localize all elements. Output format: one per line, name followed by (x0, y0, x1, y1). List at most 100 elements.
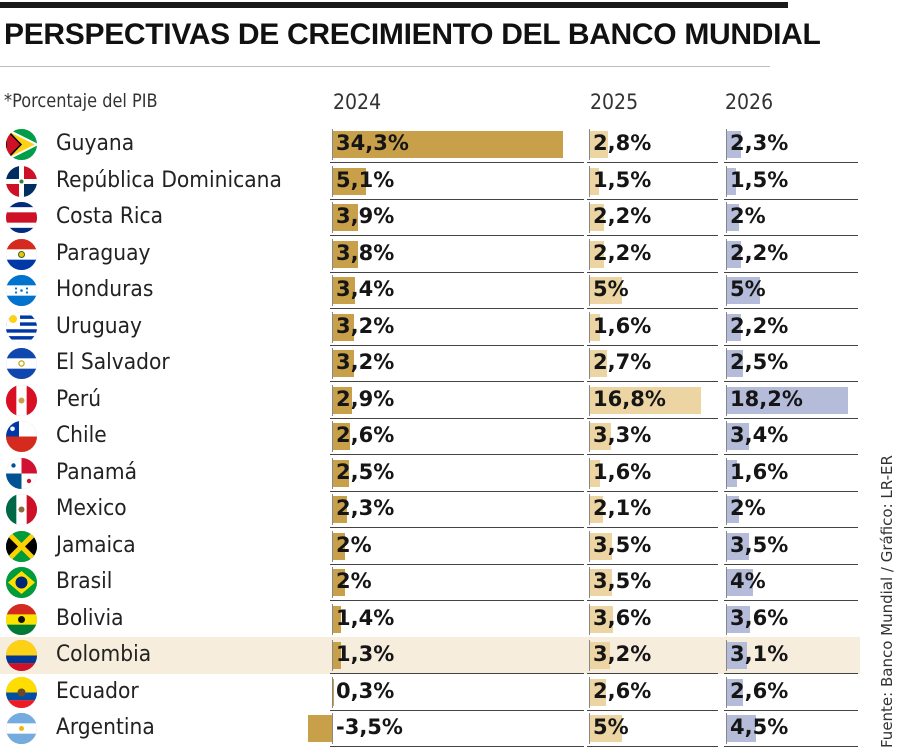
el-salvador-flag-icon (6, 348, 37, 379)
bolivia-flag-icon (6, 603, 37, 635)
row-divider (587, 673, 718, 674)
bar-2025 (589, 532, 613, 560)
bar-2024 (332, 423, 350, 450)
value-label-2026: 2,5% (730, 350, 789, 374)
bar-2024 (332, 131, 563, 158)
table-row: Guyana 34,3% 2,8% 2,3% (0, 126, 860, 163)
country-label: Bolivia (56, 605, 124, 631)
panama-flag-icon (6, 457, 37, 489)
country-label: Guyana (56, 131, 135, 156)
row-divider (330, 235, 584, 236)
table-row: Honduras 3,4% 5% 5% (0, 272, 860, 309)
bar-2026 (726, 313, 741, 341)
value-label-2025: 3,5% (593, 569, 652, 593)
baseline-2026 (726, 311, 727, 343)
paraguay-flag-icon (6, 238, 37, 270)
row-divider (330, 673, 584, 674)
bar-2026 (726, 423, 749, 450)
value-label-2024: 3,4% (336, 277, 395, 301)
table-row: Chile 2,6% 3,3% 3,4% (0, 418, 860, 455)
baseline-2024 (332, 275, 333, 306)
bar-2026 (726, 678, 744, 706)
bar-2025 (589, 459, 600, 487)
value-label-2025: 16,8% (593, 386, 666, 411)
value-label-2026: 2,3% (730, 131, 789, 155)
row-divider (724, 746, 858, 747)
country-label: Chile (56, 423, 107, 448)
baseline-2024 (332, 421, 333, 452)
source-note: Fuente: Banco Mundial / Gráfico: LR-ER (878, 455, 896, 748)
row-divider (330, 308, 584, 309)
bar-2025 (589, 605, 613, 633)
value-label-2024: 2,3% (336, 496, 395, 520)
bar-2024 (332, 350, 354, 377)
baseline-2025 (589, 530, 590, 562)
row-divider (724, 308, 858, 309)
value-label-2025: 1,5% (593, 167, 652, 192)
chart-title: PERSPECTIVAS DE CRECIMIENTO DEL BANCO MU… (4, 18, 821, 51)
row-divider (330, 746, 584, 747)
bar-2026 (726, 569, 753, 596)
row-divider (330, 344, 584, 346)
value-label-2025: 2,1% (593, 496, 652, 520)
bar-2025 (589, 569, 613, 596)
baseline-2025 (589, 676, 590, 708)
bar-2025 (589, 642, 611, 669)
bar-2025 (589, 386, 701, 414)
value-label-2024: 3,9% (336, 204, 395, 228)
bar-2026 (726, 167, 737, 195)
bar-2024 (308, 715, 332, 742)
row-divider (330, 381, 584, 382)
table-row: Costa Rica 3,9% 2,2% 2% (0, 199, 860, 236)
bar-2025 (589, 313, 600, 341)
bar-2026 (726, 532, 750, 560)
baseline-2026 (726, 640, 727, 671)
baseline-2026 (726, 530, 727, 562)
baseline-2025 (589, 202, 590, 233)
bar-2025 (589, 496, 603, 523)
bar-2024 (332, 569, 346, 596)
column-header-2026: 2026 (725, 90, 774, 114)
row-divider (587, 600, 718, 601)
chart-subtitle: *Porcentaje del PIB (4, 90, 158, 112)
bar-2024 (332, 496, 348, 523)
row-divider (587, 344, 718, 346)
value-label-2026: 3,5% (730, 532, 789, 557)
baseline-2026 (726, 129, 727, 160)
baseline-2026 (726, 384, 727, 416)
baseline-2024 (332, 713, 333, 744)
argentina-flag-icon (6, 713, 37, 744)
value-label-2025: 5% (593, 715, 629, 739)
bar-2026 (726, 386, 848, 414)
value-label-2025: 2,8% (593, 131, 652, 155)
value-label-2026: 18,2% (730, 386, 803, 411)
ecuador-flag-icon (6, 676, 37, 708)
value-label-2024: 3,8% (336, 240, 395, 265)
country-label: Panamá (56, 459, 138, 485)
baseline-2025 (589, 457, 590, 489)
baseline-2026 (726, 567, 727, 598)
value-label-2024: 1,3% (336, 642, 395, 666)
row-divider (330, 198, 584, 200)
baseline-2025 (589, 567, 590, 598)
baseline-2024 (332, 202, 333, 233)
row-divider (587, 417, 718, 419)
baseline-2025 (589, 129, 590, 160)
country-label: Paraguay (56, 240, 151, 266)
bar-2026 (726, 496, 740, 523)
baseline-2024 (332, 603, 333, 635)
bar-2024 (332, 642, 341, 669)
row-divider (587, 235, 718, 236)
baseline-2024 (332, 384, 333, 416)
row-divider (330, 162, 584, 163)
bar-2025 (589, 204, 604, 231)
value-label-2025: 2,2% (593, 204, 652, 228)
baseline-2026 (726, 165, 727, 197)
baseline-2024 (332, 348, 333, 379)
dominican-republic-flag-icon (6, 165, 37, 197)
costa-rica-flag-icon (6, 202, 37, 233)
bar-2026 (726, 642, 747, 669)
row-divider (724, 527, 858, 528)
bar-2024 (332, 204, 359, 231)
table-row: Paraguay 3,8% 2,2% 2,2% (0, 236, 860, 273)
